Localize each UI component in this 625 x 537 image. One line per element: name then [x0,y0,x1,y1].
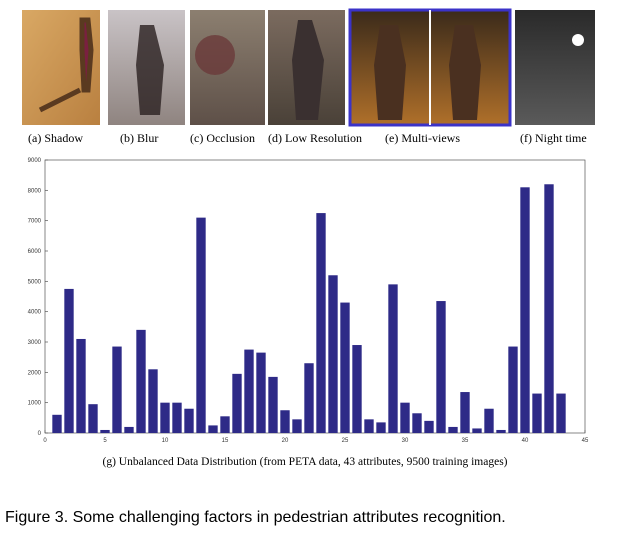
panel-captions: (a) Shadow (b) Blur (c) Occlusion (d) Lo… [28,131,587,145]
x-axis-label: (g) Unbalanced Data Distribution (from P… [103,456,508,468]
bar [268,376,278,433]
y-tick-label: 4000 [28,310,42,316]
panel-caption: (f) Night time [520,131,587,145]
bar [544,184,554,433]
bar [508,346,518,433]
y-tick-label: 1000 [28,401,42,407]
bar [496,429,506,433]
x-tick-label: 30 [402,438,409,444]
bar-chart: 0 1000 2000 3000 4000 5000 6000 7000 8000 9000 0 5 1… [28,158,589,444]
bar [52,414,62,433]
bar [556,393,566,433]
street-light [572,34,584,46]
panel-caption: (b) Blur [120,131,158,145]
bar [460,392,470,433]
bar [76,338,86,433]
y-tick-label: 5000 [28,279,42,285]
x-tick-label: 15 [222,438,229,444]
y-tick-label: 0 [38,431,42,437]
bar [256,352,266,433]
x-tick-label: 35 [462,438,469,444]
bar [196,217,206,433]
bar [172,402,182,433]
bar [160,402,170,433]
bar [148,369,158,433]
x-tick-label: 0 [43,438,47,444]
panel-caption: (a) Shadow [28,131,83,145]
bar [280,410,290,433]
y-tick-label: 3000 [28,340,42,346]
bar [412,413,422,433]
figure-caption: Figure 3. Some challenging factors in pe… [5,509,506,526]
bar [400,402,410,433]
panel-caption: (e) Multi-views [385,131,460,145]
bar [448,426,458,433]
bar [136,329,146,433]
bar [364,419,374,433]
bar [232,373,242,433]
y-tick-label: 2000 [28,370,42,376]
bar [88,404,98,433]
x-tick-label: 5 [103,438,107,444]
bar [220,416,230,433]
panel-caption: (d) Low Resolution [268,131,362,145]
bar [100,429,110,433]
person-figure [38,17,94,113]
photo-night-time [515,10,595,125]
person-figure [136,25,164,115]
bar [472,428,482,433]
bar [124,426,134,433]
y-tick-label: 9000 [28,158,42,164]
bar [292,419,302,433]
bar [244,349,254,433]
bar [352,345,362,433]
bar [208,425,218,433]
x-tick-label: 40 [522,438,529,444]
bar [436,301,446,433]
y-tick-label: 6000 [28,249,42,255]
bar [64,288,74,433]
x-tick-label: 10 [162,438,169,444]
bar [424,420,434,433]
x-tick-label: 25 [342,438,349,444]
photo-panels [22,8,595,127]
bar [484,408,494,433]
x-tick-label: 20 [282,438,289,444]
y-tick-label: 7000 [28,219,42,225]
panel-caption: (c) Occlusion [190,131,255,145]
bar [388,284,398,433]
bar [340,302,350,433]
bar [112,346,122,433]
bar [316,213,326,433]
person-figure [292,20,324,120]
bar [304,363,314,433]
bar [184,408,194,433]
person-figure [374,25,481,120]
y-tick-label: 8000 [28,188,42,194]
x-tick-label: 45 [582,438,589,444]
bar [328,275,338,433]
bar [520,187,530,433]
bar [532,393,542,433]
person-figure [195,35,235,75]
plot-frame [44,159,586,434]
bar [376,422,386,433]
